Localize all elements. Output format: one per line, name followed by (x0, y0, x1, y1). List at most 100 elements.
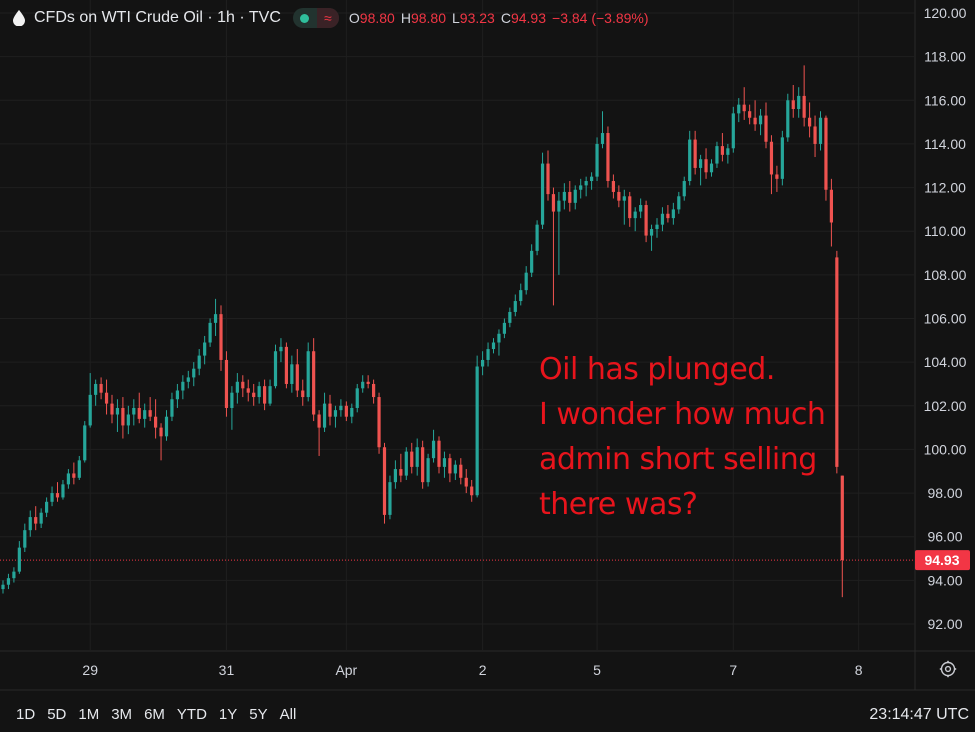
close-label: C (500, 10, 511, 26)
candle-body (290, 364, 294, 384)
candle-body (61, 484, 65, 498)
time-axis[interactable]: 29 31 Apr 2 5 7 8 (82, 662, 862, 678)
high-label: H (400, 10, 411, 26)
market-status-pill[interactable]: ≈ (292, 8, 339, 28)
grid-lines (0, 0, 975, 691)
x-tick-label: 7 (729, 662, 737, 678)
candle-body (568, 191, 572, 203)
candle-body (361, 381, 365, 389)
range-all-button[interactable]: All (279, 706, 297, 723)
candle-body (350, 407, 354, 417)
candle-body (655, 224, 659, 230)
candle-body (628, 196, 632, 219)
symbol-title[interactable]: CFDs on WTI Crude Oil · 1h · TVC (34, 9, 281, 27)
candle-body (312, 351, 316, 415)
candle-body (437, 440, 441, 467)
candle-body (17, 547, 21, 572)
candle-body (824, 117, 828, 190)
y-tick-label: 106.00 (924, 311, 967, 327)
candle-body (170, 399, 174, 417)
range-3m-button[interactable]: 3M (111, 706, 133, 723)
candle-body (802, 95, 806, 118)
y-tick-label: 104.00 (924, 354, 967, 370)
candle-body (181, 381, 185, 391)
candle-body (410, 451, 414, 467)
candle-body (742, 104, 746, 112)
candle-body (758, 115, 763, 125)
candle-body (203, 342, 207, 356)
candle-body (404, 451, 408, 476)
candle-body (431, 440, 436, 459)
drop-icon[interactable] (10, 9, 28, 27)
gear-icon[interactable] (937, 658, 959, 680)
candle-body (197, 355, 201, 369)
symbol-name: CFDs on WTI Crude Oil (34, 9, 203, 26)
candle-body (39, 512, 43, 524)
candle-body (137, 407, 141, 419)
range-ytd-button[interactable]: YTD (176, 706, 207, 723)
candle-body (110, 403, 114, 415)
candle-body (606, 133, 610, 182)
change-value: −3.84 (−3.89%) (552, 10, 649, 26)
market-open-dot-icon (293, 8, 317, 28)
utc-clock[interactable]: 23:14:47 UTC (869, 705, 969, 723)
candle-body (273, 351, 278, 387)
candle-body (639, 205, 643, 212)
candle-body (328, 403, 332, 417)
candle-body (55, 493, 60, 498)
candle-body (72, 473, 76, 478)
candle-body (154, 416, 158, 428)
range-1m-button[interactable]: 1M (78, 706, 100, 723)
candle-body (546, 163, 550, 195)
candle-body (77, 460, 81, 478)
candle-body (104, 392, 109, 404)
annotation-line-2: I wonder how much (539, 397, 826, 432)
candle-body (393, 469, 397, 483)
y-tick-label: 92.00 (927, 616, 962, 632)
price-axis[interactable]: 120.00 118.00 116.00 114.00 112.00 110.00 108.… (924, 5, 967, 632)
annotation-text[interactable]: Oil has plunged. I wonder how much admin… (539, 347, 826, 527)
range-5y-button[interactable]: 5Y (249, 706, 268, 723)
candle-body (590, 176, 594, 182)
y-tick-label: 102.00 (924, 398, 967, 414)
candle-body (737, 104, 741, 114)
candle-body (213, 314, 218, 323)
candle-body (306, 351, 310, 398)
candle-body (726, 148, 730, 155)
x-tick-label: 31 (219, 662, 235, 678)
candle-body (148, 410, 152, 417)
candle-body (677, 196, 681, 210)
range-1d-button[interactable]: 1D (16, 706, 36, 723)
ohlc-values: O98.80 H98.80 L93.23 C94.93 −3.84 (−3.89… (349, 10, 649, 26)
candle-body (115, 407, 120, 415)
candle-body (720, 146, 724, 155)
candle-body (540, 163, 545, 225)
candle-body (388, 482, 392, 515)
candle-body (284, 346, 288, 384)
annotation-line-1: Oil has plunged. (539, 352, 775, 387)
candle-body (808, 117, 812, 127)
range-1y-button[interactable]: 1Y (218, 706, 238, 723)
range-5d-button[interactable]: 5D (47, 706, 67, 723)
y-tick-label: 120.00 (924, 5, 967, 21)
candle-body (535, 224, 539, 251)
candle-body (143, 410, 147, 419)
range-6m-button[interactable]: 6M (144, 706, 165, 723)
candle-body (224, 359, 229, 408)
candle-body (835, 257, 839, 467)
y-tick-label: 108.00 (924, 267, 967, 283)
candle-body (6, 578, 11, 585)
close-value: 94.93 (510, 10, 547, 26)
candle-body (704, 159, 708, 173)
candle-body (764, 115, 768, 142)
candle-body (595, 143, 599, 177)
candle-body (50, 493, 54, 502)
candle-body (83, 425, 87, 461)
price-tag-box (915, 550, 970, 571)
candle-body (671, 209, 675, 219)
candle-body (633, 211, 637, 219)
candle-body (355, 388, 359, 408)
candle-body (769, 141, 774, 175)
